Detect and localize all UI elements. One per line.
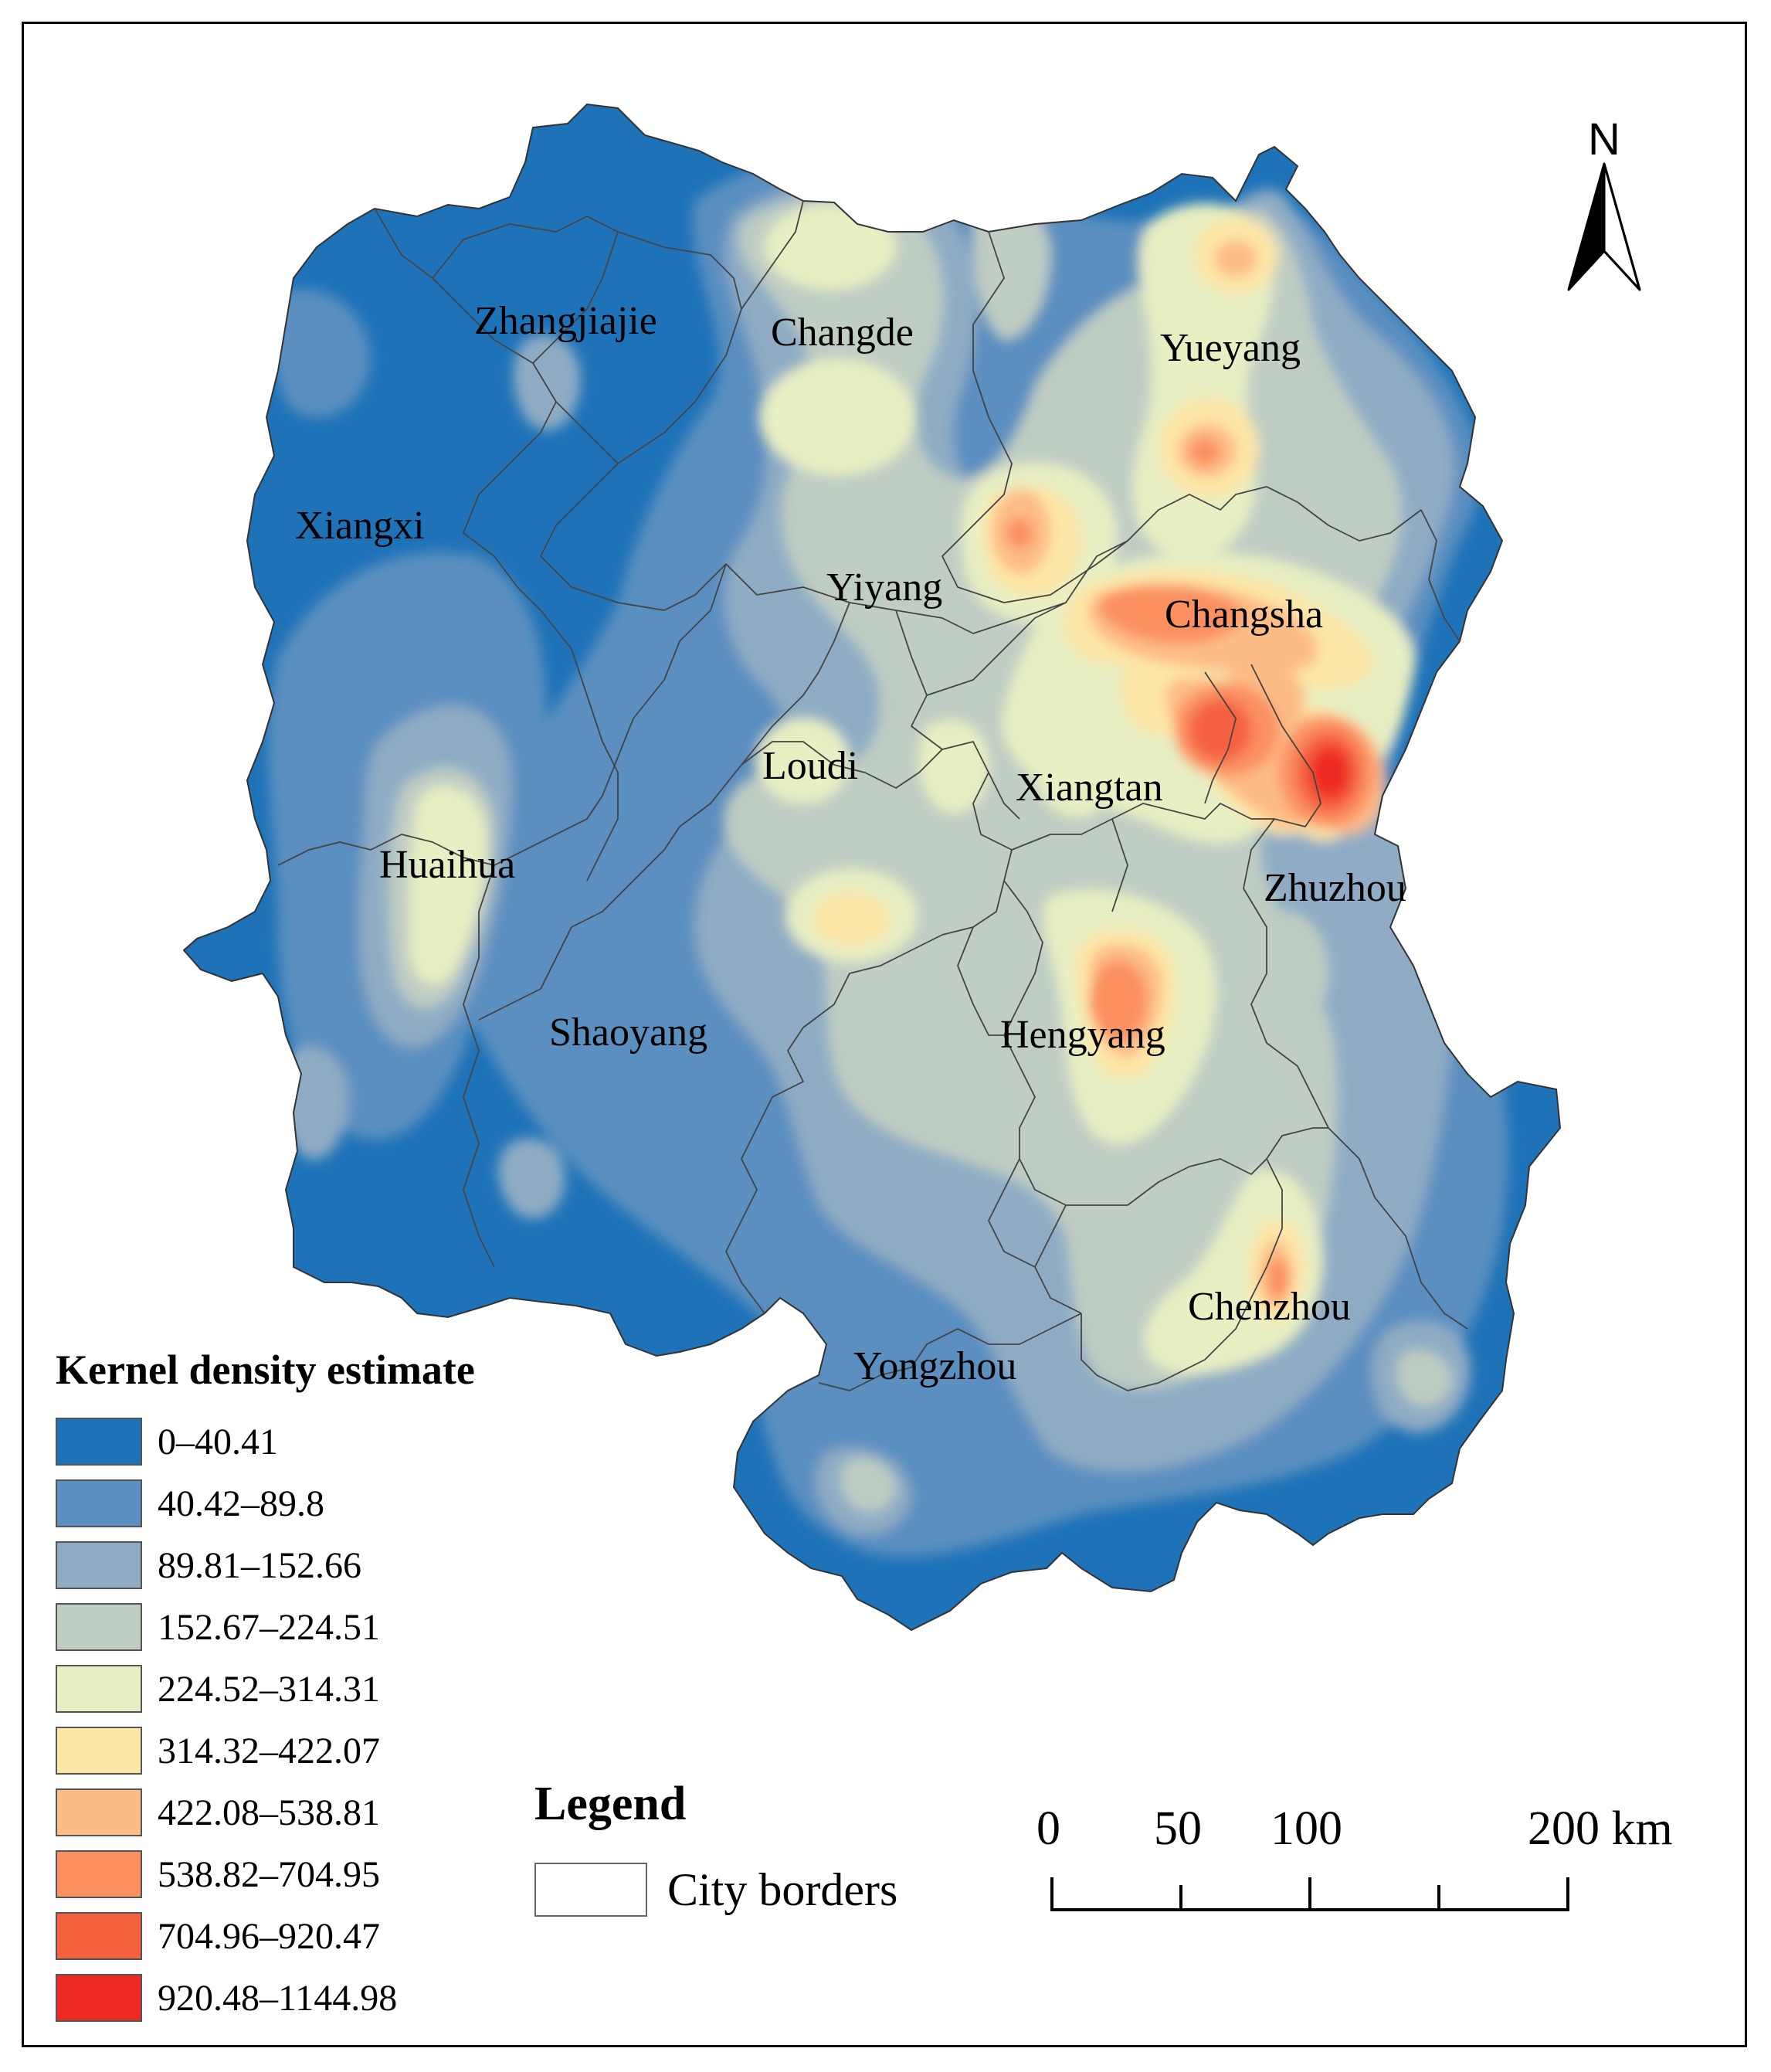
kde-legend-row: 152.67–224.51 [56, 1596, 475, 1658]
kde-legend-row: 920.48–1144.98 [56, 1967, 475, 2029]
city-label-shaoyang: Shaoyang [549, 1011, 708, 1055]
kde-legend-swatch [56, 1603, 142, 1651]
city-label-zhangjiajie: Zhangjiajie [474, 299, 657, 343]
kde-legend-label: 314.32–422.07 [158, 1730, 380, 1771]
kde-legend-row: 704.96–920.47 [56, 1905, 475, 1967]
kde-legend-row: 0–40.41 [56, 1411, 475, 1472]
scale-bar [1050, 1877, 1569, 1911]
city-label-yueyang: Yueyang [1160, 326, 1301, 370]
scale-label-0: 0 [1036, 1802, 1060, 1855]
north-arrow-label: N [1588, 114, 1620, 165]
kde-legend: Kernel density estimate 0–40.41 40.42–89.… [56, 1346, 475, 2029]
city-label-loudi: Loudi [762, 744, 859, 788]
city-borders-label: City borders [667, 1863, 898, 1915]
kde-legend-swatch [56, 1788, 142, 1836]
kde-legend-label: 704.96–920.47 [158, 1915, 380, 1957]
city-label-xiangtan: Xiangtan [1016, 766, 1163, 810]
kde-legend-label: 40.42–89.8 [158, 1483, 324, 1524]
city-borders-swatch [534, 1863, 647, 1917]
scale-label-50: 50 [1154, 1802, 1202, 1855]
kde-legend-swatch [56, 1665, 142, 1713]
city-label-huaihua: Huaihua [379, 843, 516, 887]
legend: Legend City borders [534, 1777, 897, 1917]
kde-legend-swatch [56, 1912, 142, 1960]
city-label-xiangxi: Xiangxi [295, 504, 425, 548]
city-borders [277, 200, 1468, 1391]
city-label-changsha: Changsha [1165, 593, 1324, 637]
kde-legend-swatch [56, 1479, 142, 1527]
city-label-changde: Changde [771, 311, 914, 355]
kde-legend-row: 314.32–422.07 [56, 1720, 475, 1782]
kde-legend-label: 89.81–152.66 [158, 1544, 361, 1586]
legend-title: Legend [534, 1778, 687, 1830]
kde-legend-label: 224.52–314.31 [158, 1668, 380, 1710]
density-level-10 [1310, 746, 1350, 799]
kde-legend-swatch [56, 1850, 142, 1898]
kde-legend-row: 538.82–704.95 [56, 1843, 475, 1905]
kde-legend-row: 89.81–152.66 [56, 1534, 475, 1596]
kde-legend-swatch [56, 1727, 142, 1775]
city-label-chenzhou: Chenzhou [1188, 1285, 1351, 1329]
city-label-zhuzhou: Zhuzhou [1264, 866, 1406, 910]
scale-label-200km: 200 km [1528, 1802, 1673, 1855]
density-contours [267, 152, 1508, 1557]
kde-legend-row: 40.42–89.8 [56, 1472, 475, 1534]
kde-legend-classes: 0–40.41 40.42–89.8 89.81–152.66 152.67–224.… [56, 1411, 475, 2029]
city-label-yiyang: Yiyang [826, 566, 943, 610]
scale-label-100: 100 [1271, 1802, 1342, 1855]
legend-item-city-borders: City borders [534, 1863, 897, 1917]
kde-legend-swatch [56, 1974, 142, 2022]
city-label-yongzhou: Yongzhou [853, 1344, 1017, 1388]
city-label-hengyang: Hengyang [1000, 1013, 1165, 1057]
kde-legend-swatch [56, 1418, 142, 1466]
kde-legend-label: 422.08–538.81 [158, 1792, 380, 1833]
kde-legend-row: 422.08–538.81 [56, 1782, 475, 1843]
kde-legend-label: 920.48–1144.98 [158, 1977, 398, 2019]
kde-legend-row: 224.52–314.31 [56, 1658, 475, 1720]
kde-legend-swatch [56, 1541, 142, 1589]
kde-legend-title: Kernel density estimate [56, 1347, 475, 1393]
kde-legend-label: 152.67–224.51 [158, 1606, 380, 1648]
north-arrow-icon [1567, 162, 1641, 291]
kde-legend-label: 538.82–704.95 [158, 1853, 380, 1895]
kde-legend-label: 0–40.41 [158, 1421, 278, 1462]
